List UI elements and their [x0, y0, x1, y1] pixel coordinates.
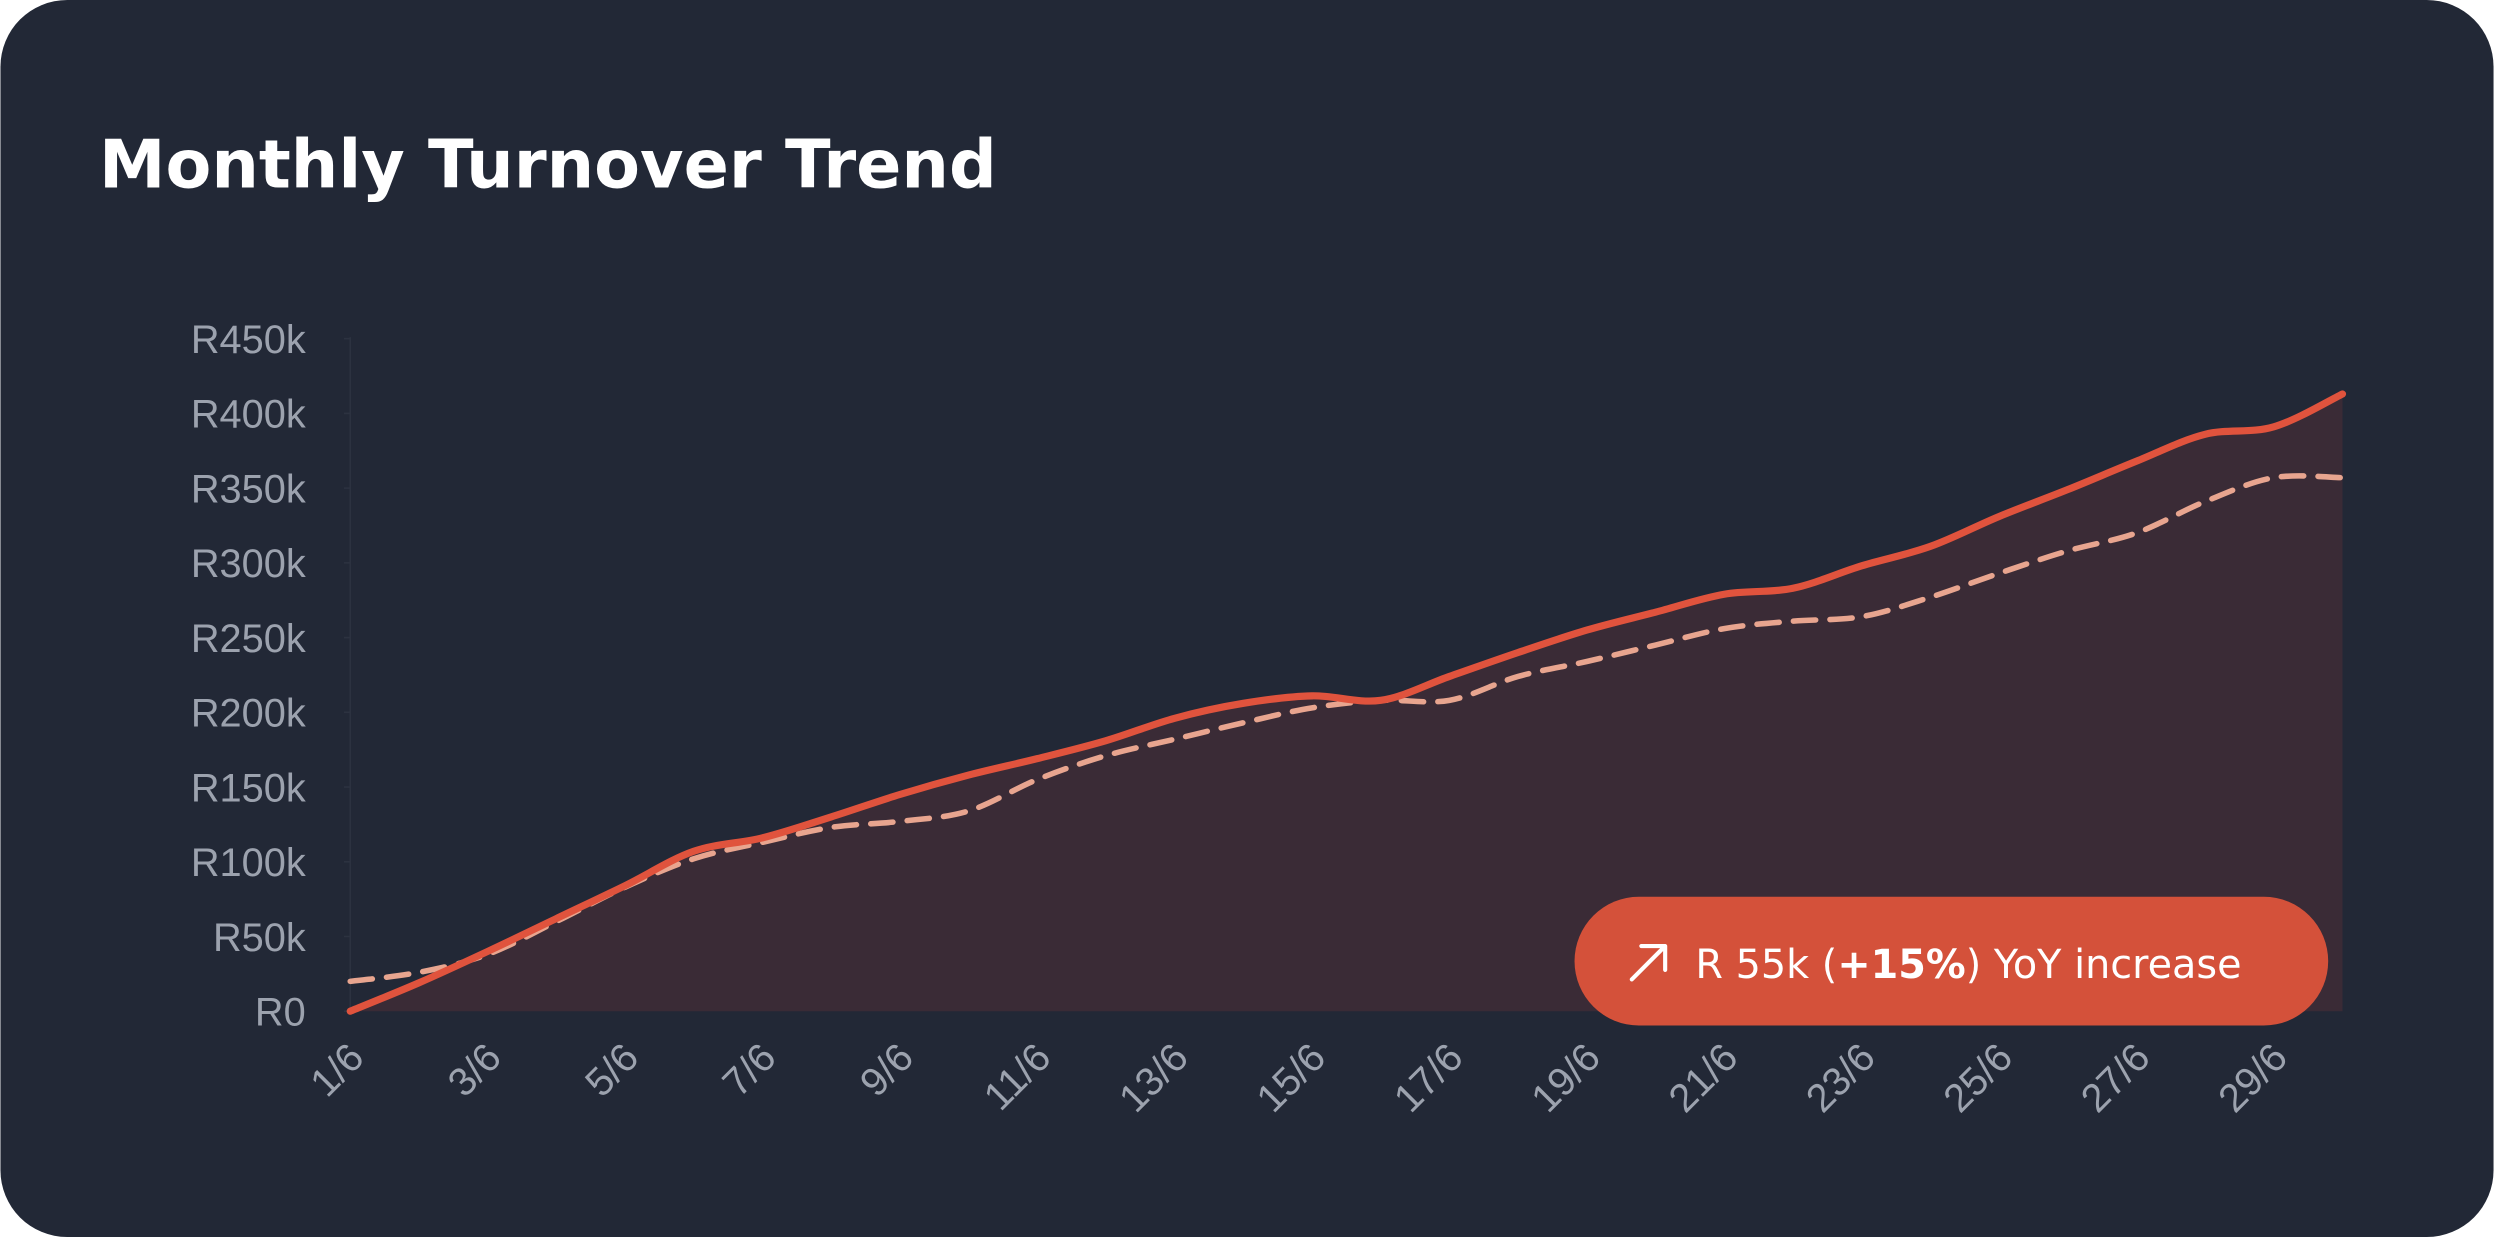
- chart-title: Monthly Turnover Trend: [99, 126, 997, 204]
- y-tick-label: R450k: [191, 318, 306, 362]
- y-tick-label: R350k: [191, 467, 306, 511]
- y-tick-label: R250k: [191, 617, 306, 661]
- badge-highlight: +15%: [1837, 942, 1965, 988]
- arrow-icon: [1629, 943, 1668, 982]
- badge-background: [1574, 896, 2329, 1026]
- series-line: [346, 390, 2347, 1015]
- y-tick-label: R200k: [191, 692, 306, 736]
- y-tick-label: R400k: [191, 393, 306, 437]
- plot-area: R0 R50k R100k R150k R200k R250k R300k R350k R400…: [191, 318, 2347, 1121]
- badge-prefix: R 55k (: [1695, 942, 1837, 988]
- series-line: [347, 473, 2346, 985]
- badge-suffix: ) YoY increase: [1966, 942, 2242, 988]
- y-tick-label: R50k: [213, 916, 306, 960]
- badge-text: R 55k (+15%) YoY increase: [1695, 942, 2241, 988]
- y-tick-label: R150k: [191, 766, 306, 810]
- y-tick-label: R100k: [191, 841, 306, 885]
- y-tick-label: R0: [255, 991, 306, 1035]
- yoy-badge[interactable]: R 55k (+15%) YoY increase: [1574, 896, 2329, 1026]
- y-tick-label: R300k: [191, 542, 306, 586]
